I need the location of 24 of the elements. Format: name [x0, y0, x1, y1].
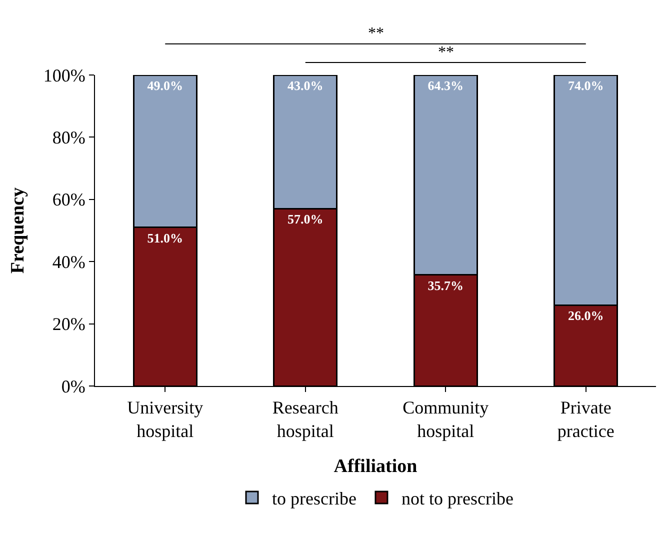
legend-label: not to prescribe: [401, 488, 514, 509]
y-axis-title: Frequency: [7, 186, 28, 274]
y-tick-label: 40%: [52, 252, 86, 272]
y-tick-label: 60%: [52, 190, 86, 210]
data-label: 49.0%: [147, 78, 183, 93]
text: **: [368, 25, 384, 42]
y-tick-label: 20%: [52, 314, 86, 334]
data-label: 43.0%: [288, 78, 324, 93]
y-tick-label: 0%: [61, 376, 86, 396]
y-tick-label: 80%: [52, 128, 86, 148]
data-label: 57.0%: [288, 212, 324, 227]
x-tick-label: Community hospital: [402, 398, 489, 441]
text: **: [438, 44, 454, 61]
x-axis-title: Affiliation: [334, 456, 418, 477]
data-label: 74.0%: [568, 78, 604, 93]
x-tick-label: University hospital: [127, 398, 204, 441]
x-tick-label: Private practice: [557, 398, 614, 441]
data-label: 51.0%: [147, 230, 183, 246]
data-label: 64.3%: [428, 78, 464, 93]
x-tick-label: Research hospital: [272, 398, 338, 441]
data-label: 35.7%: [428, 278, 464, 293]
y-tick-label: 100%: [43, 65, 86, 86]
legend-label: to prescribe: [272, 488, 356, 509]
data-label: 26.0%: [568, 308, 604, 324]
